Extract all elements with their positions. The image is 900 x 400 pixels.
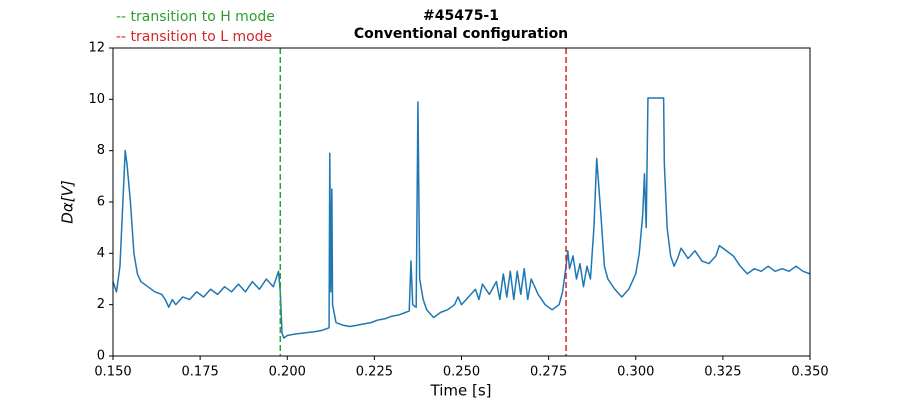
chart-subtitle: Conventional configuration <box>354 26 568 42</box>
chart-title: #45475-1 <box>423 8 499 24</box>
x-tick-label: 0.150 <box>94 365 131 380</box>
transition-annotation: -- transition to L mode <box>116 29 272 45</box>
y-tick-label: 6 <box>97 195 105 210</box>
x-tick-label: 0.325 <box>704 365 741 380</box>
x-tick-label: 0.225 <box>356 365 393 380</box>
y-tick-label: 0 <box>97 349 105 364</box>
y-tick-label: 10 <box>88 92 105 107</box>
y-tick-label: 2 <box>97 297 105 312</box>
x-axis-label: Time [s] <box>430 382 492 400</box>
data-line <box>112 97 811 339</box>
x-tick-label: 0.175 <box>182 365 219 380</box>
x-tick-label: 0.200 <box>269 365 306 380</box>
x-tick-label: 0.350 <box>791 365 828 380</box>
y-tick-label: 12 <box>88 41 105 56</box>
transition-annotation: -- transition to H mode <box>116 9 275 25</box>
x-tick-label: 0.250 <box>443 365 480 380</box>
y-tick-label: 4 <box>97 246 105 261</box>
y-tick-label: 8 <box>97 143 105 158</box>
x-tick-label: 0.300 <box>617 365 654 380</box>
y-axis-label: Dα[V] <box>59 180 77 224</box>
x-tick-label: 0.275 <box>530 365 567 380</box>
plot-frame <box>112 47 811 357</box>
